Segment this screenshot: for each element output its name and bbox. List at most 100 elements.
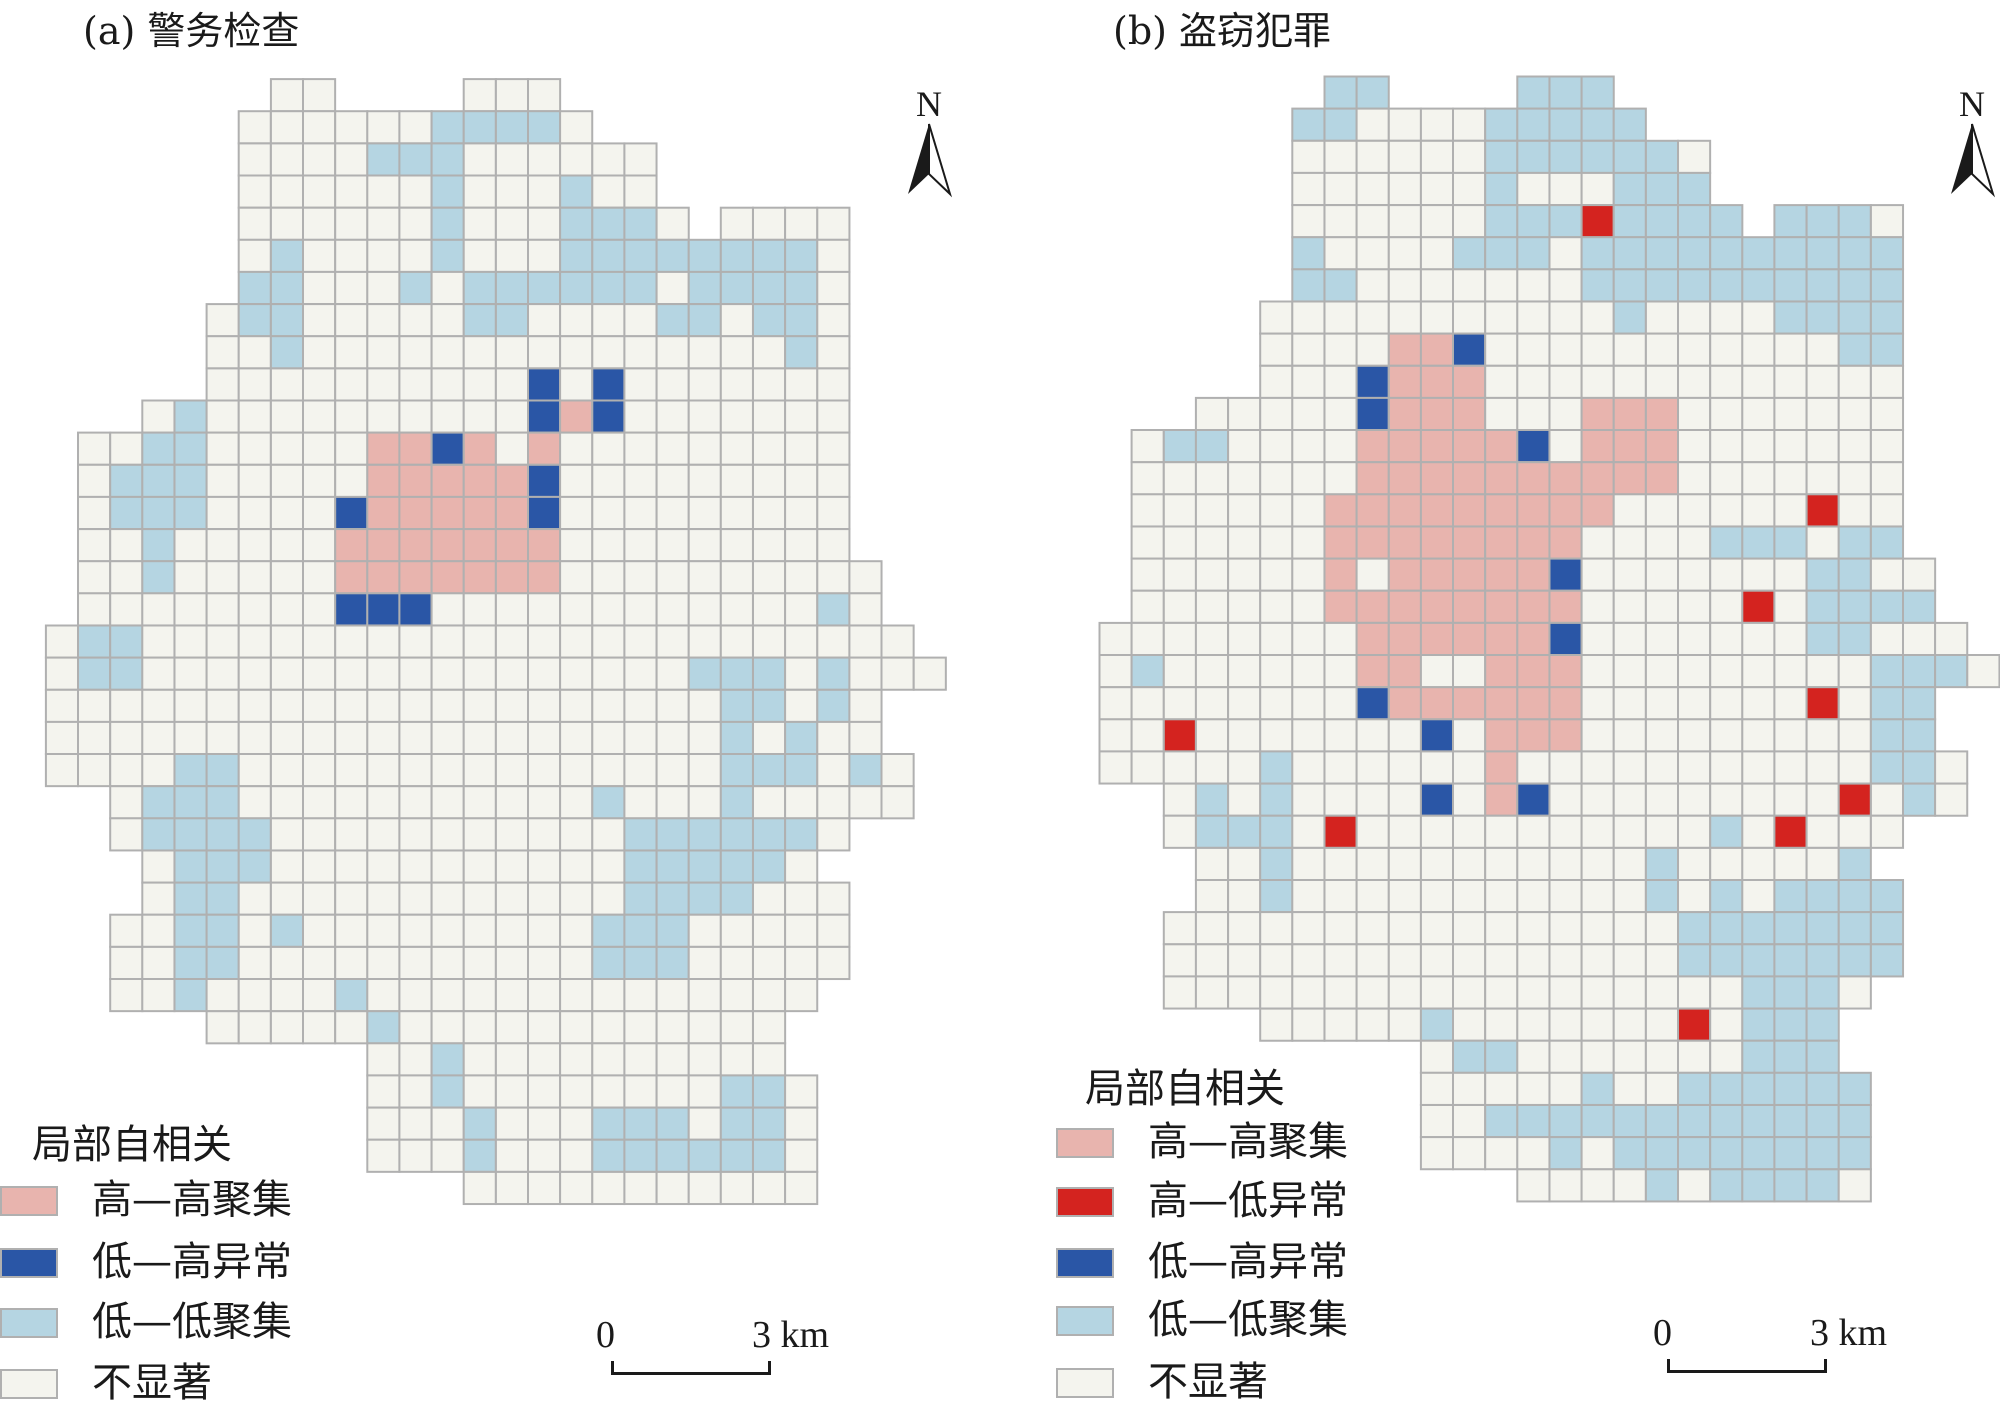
grid-cell-not-significant xyxy=(1869,814,1905,849)
grid-cell-not-significant xyxy=(205,303,240,338)
grid-cell-not-significant xyxy=(1677,686,1712,721)
grid-cell-not-significant xyxy=(1612,1168,1647,1203)
grid-cell-not-significant xyxy=(1677,139,1712,174)
grid-cell-low-low xyxy=(591,913,626,948)
grid-cell-not-significant xyxy=(752,431,787,466)
grid-cell-low-low xyxy=(1484,204,1519,239)
grid-cell-low-low xyxy=(1902,782,1937,817)
grid-cell-not-significant xyxy=(1162,782,1197,817)
grid-cell-high-low xyxy=(1580,204,1615,239)
grid-cell-not-significant xyxy=(1419,1104,1455,1139)
grid-cell-not-significant xyxy=(1580,1007,1615,1042)
grid-cell-low-low xyxy=(1612,171,1647,207)
grid-cell-not-significant xyxy=(1516,1039,1551,1074)
map-b-scale-start: 0 xyxy=(1653,1312,1672,1354)
grid-cell-high-high xyxy=(1387,654,1422,689)
grid-cell-not-significant xyxy=(1323,846,1358,882)
grid-cell-not-significant xyxy=(1773,782,1808,817)
grid-cell-low-low xyxy=(1644,236,1680,271)
grid-cell-not-significant xyxy=(494,688,530,723)
grid-cell-not-significant xyxy=(1452,171,1487,207)
grid-cell-not-significant xyxy=(1484,332,1519,367)
grid-cell-high-high xyxy=(1452,557,1487,592)
grid-cell-not-significant xyxy=(430,881,465,916)
grid-cell-low-low xyxy=(1805,236,1840,271)
grid-cell-low-low xyxy=(1452,236,1487,271)
grid-cell-not-significant xyxy=(1227,461,1262,496)
grid-cell-not-significant xyxy=(1419,846,1455,882)
grid-cell-low-low xyxy=(1677,204,1712,239)
grid-cell-not-significant xyxy=(1355,557,1390,592)
grid-cell-not-significant xyxy=(1162,943,1197,978)
grid-cell-not-significant xyxy=(1548,1071,1583,1106)
grid-cell-not-significant xyxy=(430,849,465,884)
grid-cell-high-high xyxy=(1419,429,1455,464)
grid-cell-not-significant xyxy=(1773,846,1808,882)
grid-cell-not-significant xyxy=(1869,396,1905,432)
grid-cell-not-significant xyxy=(1580,525,1615,560)
grid-cell-low-low xyxy=(1709,236,1744,271)
grid-cell-not-significant xyxy=(173,528,208,563)
grid-cell-not-significant xyxy=(1612,1039,1647,1074)
grid-cell-low-low xyxy=(1837,236,1872,271)
grid-cell-not-significant xyxy=(1548,879,1583,914)
grid-cell-not-significant xyxy=(1162,686,1197,721)
grid-cell-low-low xyxy=(430,110,465,145)
grid-cell-not-significant xyxy=(1837,814,1872,849)
grid-cell-not-significant xyxy=(1162,557,1197,592)
grid-cell-not-significant xyxy=(1902,557,1937,592)
grid-cell-not-significant xyxy=(1773,686,1808,721)
grid-cell-high-high xyxy=(1452,525,1487,560)
grid-cell-low-low xyxy=(1644,171,1680,207)
grid-cell-low-low xyxy=(719,849,754,884)
grid-cell-high-high xyxy=(1452,493,1487,528)
grid-cell-not-significant xyxy=(1612,975,1647,1010)
grid-cell-not-significant xyxy=(1580,782,1615,817)
grid-cell-not-significant xyxy=(1548,429,1583,464)
grid-cell-not-significant xyxy=(1355,332,1390,367)
grid-cell-not-significant xyxy=(527,592,562,627)
grid-cell-not-significant xyxy=(1419,204,1455,239)
grid-cell-not-significant xyxy=(1194,686,1230,721)
grid-cell-not-significant xyxy=(1580,557,1615,592)
grid-cell-not-significant xyxy=(784,431,819,466)
grid-cell-not-significant xyxy=(1259,911,1294,946)
grid-cell-low-low xyxy=(1709,1168,1744,1203)
grid-cell-not-significant xyxy=(1452,204,1487,239)
grid-cell-low-low xyxy=(1805,621,1840,657)
grid-cell-not-significant xyxy=(623,720,658,756)
grid-cell-not-significant xyxy=(527,817,562,852)
grid-cell-not-significant xyxy=(1580,846,1615,882)
grid-cell-low-low xyxy=(719,688,754,723)
grid-cell-not-significant xyxy=(430,270,465,306)
grid-cell-not-significant xyxy=(1869,204,1905,239)
grid-cell-not-significant xyxy=(1773,621,1808,657)
grid-cell-low-low xyxy=(1162,429,1197,464)
grid-cell-not-significant xyxy=(1805,718,1840,753)
grid-cell-not-significant xyxy=(655,270,690,306)
grid-cell-not-significant xyxy=(1323,718,1358,753)
grid-cell-low-low xyxy=(1291,107,1326,142)
grid-cell-not-significant xyxy=(366,238,401,273)
grid-cell-not-significant xyxy=(1323,686,1358,721)
grid-cell-not-significant xyxy=(1612,654,1647,689)
grid-cell-low-low xyxy=(1934,654,1969,689)
grid-cell-low-low xyxy=(591,785,626,820)
grid-cell-not-significant xyxy=(1259,461,1294,496)
grid-cell-not-significant xyxy=(591,978,626,1013)
grid-cell-low-high xyxy=(1548,557,1583,592)
grid-cell-not-significant xyxy=(1452,718,1487,753)
grid-cell-low-low xyxy=(1580,139,1615,174)
grid-cell-not-significant xyxy=(398,753,433,788)
grid-cell-low-low xyxy=(1773,879,1808,914)
grid-cell-not-significant xyxy=(269,945,305,981)
grid-cell-not-significant xyxy=(1227,782,1262,817)
grid-cell-not-significant xyxy=(1612,493,1647,528)
grid-cell-low-low xyxy=(1869,911,1905,946)
grid-cell-not-significant xyxy=(1419,879,1455,914)
grid-cell-not-significant xyxy=(1741,718,1776,753)
grid-cell-not-significant xyxy=(1130,429,1165,464)
grid-cell-not-significant xyxy=(1323,461,1358,496)
grid-cell-not-significant xyxy=(1580,654,1615,689)
